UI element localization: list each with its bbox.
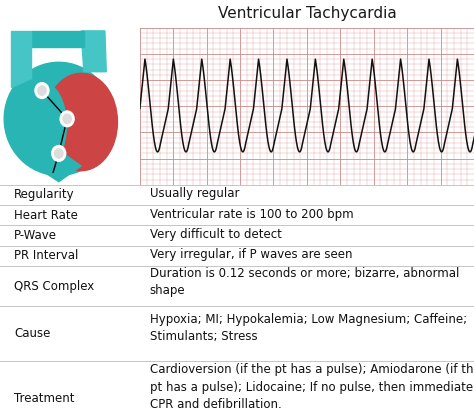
Text: P-Wave: P-Wave [14,229,57,242]
Circle shape [60,111,74,127]
Text: Usually regular: Usually regular [150,187,239,200]
Circle shape [35,83,49,98]
Text: Very irregular, if P waves are seen: Very irregular, if P waves are seen [150,248,352,261]
Text: Heart Rate: Heart Rate [14,208,78,222]
Text: Duration is 0.12 seconds or more; bizarre, abnormal
shape: Duration is 0.12 seconds or more; bizarr… [150,267,459,297]
Text: QRS Complex: QRS Complex [14,279,94,293]
Text: Very difficult to detect: Very difficult to detect [150,228,282,241]
Ellipse shape [45,73,118,171]
Text: Regularity: Regularity [14,188,74,202]
Text: Cardioversion (if the pt has a pulse); Amiodarone (if the
pt has a pulse); Lidoc: Cardioversion (if the pt has a pulse); A… [150,363,474,408]
Polygon shape [11,31,31,87]
Polygon shape [81,31,106,72]
Text: PR Interval: PR Interval [14,249,78,262]
Text: Ventricular Tachycardia: Ventricular Tachycardia [218,7,396,21]
Circle shape [63,114,71,124]
Ellipse shape [4,62,113,175]
Ellipse shape [18,82,66,169]
Text: Hypoxia; MI; Hypokalemia; Low Magnesium; Caffeine;
Stimulants; Stress: Hypoxia; MI; Hypokalemia; Low Magnesium;… [150,313,467,344]
Text: Treatment: Treatment [14,392,74,405]
Polygon shape [31,31,84,47]
Circle shape [38,86,46,95]
Text: Ventricular rate is 100 to 200 bpm: Ventricular rate is 100 to 200 bpm [150,208,354,221]
Circle shape [52,146,66,161]
Circle shape [55,149,63,158]
Polygon shape [35,150,81,182]
Text: Cause: Cause [14,327,50,340]
